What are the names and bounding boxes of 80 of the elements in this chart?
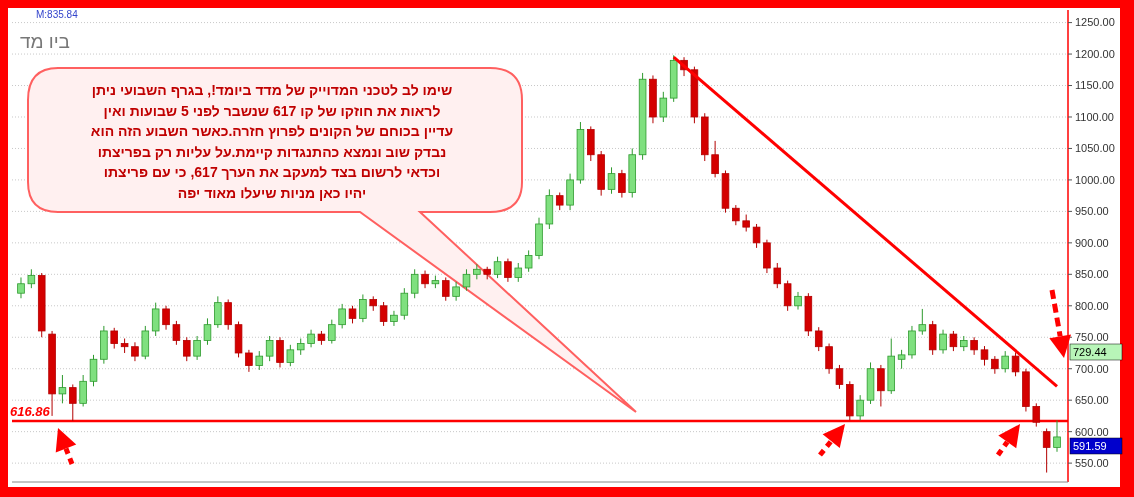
candlestick xyxy=(379,301,388,327)
ref-line-label: 616.86 xyxy=(10,404,51,420)
candlestick xyxy=(110,327,118,350)
candlestick xyxy=(338,303,346,329)
candlestick xyxy=(732,204,740,226)
candlestick xyxy=(711,140,719,178)
candlestick xyxy=(328,319,336,345)
text: ביו מד xyxy=(19,31,70,52)
candlestick xyxy=(1001,350,1009,373)
y-tick-label: 750.00 xyxy=(1075,331,1109,344)
y-tick-label: 550.00 xyxy=(1075,456,1109,469)
candlestick xyxy=(877,364,885,407)
candlestick xyxy=(514,262,523,283)
y-tick-label: 950.00 xyxy=(1075,205,1109,218)
annotation: M:835.84 xyxy=(36,9,79,20)
candlestick xyxy=(825,343,833,375)
y-tick-label: 1200.00 xyxy=(1075,47,1115,60)
y-tick-label: 600.00 xyxy=(1075,425,1109,438)
y-tick-label: 1250.00 xyxy=(1075,16,1115,29)
candlestick xyxy=(504,258,512,283)
candlestick xyxy=(493,256,502,279)
candlestick xyxy=(276,336,284,368)
candlestick xyxy=(58,374,67,404)
candlestick xyxy=(452,281,460,302)
candlestick xyxy=(814,326,823,352)
candlestick xyxy=(89,354,98,387)
y-tick-label: 850.00 xyxy=(1075,268,1109,281)
y-tick-label: 900.00 xyxy=(1075,236,1109,249)
candlestick xyxy=(524,249,533,273)
y-tick-label: 650.00 xyxy=(1075,394,1109,407)
candlestick xyxy=(1042,428,1051,474)
y-tick-label: 800.00 xyxy=(1075,299,1109,312)
candlestick xyxy=(897,349,906,370)
candlestick xyxy=(835,364,844,390)
annotation: שימו לב לטכני המדוייק של מדד ביומד!, בגרף השבועי ניתן לראות את חוזקו של קו 617 שנשבר לפני 5 שבועות ואין עדיין בכוחם של הקונים לפרוץ חזרה.כאשר השבוע הזה הוא נבדק שוב ונמצא כהתנגדות קיימת.על עליות רק בפריצתו וכדאי לרשום בצד למעקב את הערך 617, כי עם פריצתו יהיו כאן מניות שיעלו מאוד יפה xyxy=(90,82,454,201)
text: 591.59 xyxy=(1073,439,1107,452)
candlestick xyxy=(172,320,181,346)
text: 729.44 xyxy=(1073,345,1107,358)
candlestick xyxy=(400,287,409,321)
candlestick xyxy=(980,345,989,367)
candlestick xyxy=(182,336,191,362)
candlestick xyxy=(79,374,87,407)
candlestick xyxy=(193,335,201,361)
candlestick xyxy=(224,298,232,331)
candlestick xyxy=(255,350,264,371)
candlestick xyxy=(618,169,626,199)
y-tick-label: 700.00 xyxy=(1075,362,1109,375)
candlestick xyxy=(203,317,212,346)
candlestick xyxy=(410,268,419,299)
candlestick xyxy=(783,280,792,312)
candlestick xyxy=(17,276,25,299)
candlestick xyxy=(162,305,170,331)
candlestick xyxy=(949,330,958,352)
candlestick xyxy=(607,166,616,195)
y-tick-label: 1150.00 xyxy=(1075,79,1114,92)
candlestick xyxy=(752,223,761,249)
candlestick xyxy=(214,295,222,329)
candlestick xyxy=(462,268,471,292)
candlestick xyxy=(131,341,139,362)
candlestick xyxy=(908,325,916,360)
candlestick xyxy=(441,276,450,302)
candlestick xyxy=(390,310,398,327)
candlestick xyxy=(359,293,367,323)
candlestick xyxy=(27,268,36,289)
candlestick xyxy=(1032,402,1041,428)
candlestick xyxy=(659,91,668,123)
y-tick-label: 1000.00 xyxy=(1075,173,1115,186)
candlestick xyxy=(1053,419,1061,453)
candlestick xyxy=(286,344,295,367)
candlestick xyxy=(1011,351,1020,377)
candlestick xyxy=(856,394,864,421)
candlestick xyxy=(69,383,77,422)
candlestick xyxy=(918,308,927,336)
candlestick xyxy=(939,329,947,355)
candlestick xyxy=(245,349,253,373)
y-tick-label: 1100.00 xyxy=(1075,110,1114,123)
y-tick-label: 1050.00 xyxy=(1075,142,1115,155)
candlestick xyxy=(265,335,274,362)
candlestick xyxy=(773,262,782,289)
candlestick xyxy=(151,302,160,337)
